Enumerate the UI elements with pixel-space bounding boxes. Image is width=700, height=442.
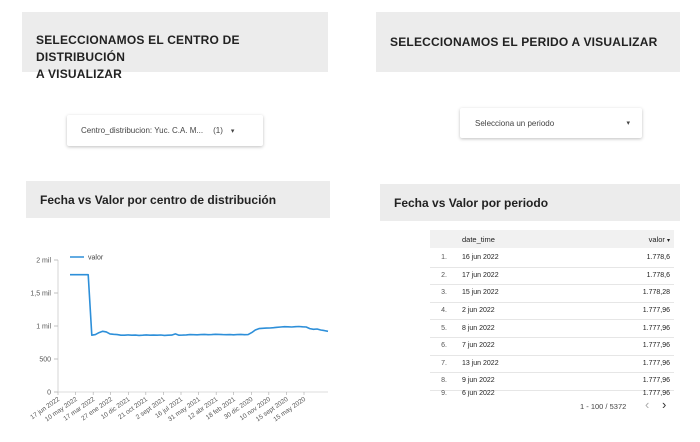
row-date: 8 jun 2022 <box>462 324 495 332</box>
row-value: 1.778,6 <box>646 254 670 262</box>
period-filter[interactable]: Selecciona un periodo ▾ <box>460 108 642 138</box>
row-date: 6 jun 2022 <box>462 389 495 397</box>
row-date: 2 jun 2022 <box>462 307 495 315</box>
row-value: 1.777,96 <box>642 307 670 315</box>
row-index: 7. <box>441 359 447 367</box>
row-index: 6. <box>441 342 447 350</box>
table-row: 9. 6 jun 2022 1.777,96 <box>430 390 674 397</box>
row-value: 1.777,96 <box>642 389 670 397</box>
sort-icon[interactable]: ▾ <box>666 237 670 244</box>
y-tick-label: 1,5 mil <box>30 291 51 298</box>
col-value-header[interactable]: valor <box>648 234 665 244</box>
row-index: 2. <box>441 271 447 279</box>
header-left-line1: SELECCIONAMOS EL CENTRO DE DISTRIBUCIÓN <box>36 33 240 64</box>
table-row: 1. 16 jun 2022 1.778,6 <box>430 249 674 268</box>
prev-page-icon[interactable]: ‹ <box>645 397 650 412</box>
table-row: 5. 8 jun 2022 1.777,96 <box>430 319 674 338</box>
distribution-center-filter[interactable]: Centro_distribucion: Yuc. C.A. M... (1) … <box>67 115 263 146</box>
row-date: 7 jun 2022 <box>462 342 495 350</box>
series-line-valor <box>70 273 329 337</box>
row-value: 1.777,96 <box>642 377 670 385</box>
row-date: 17 jun 2022 <box>462 271 499 279</box>
col-date-header[interactable]: date_time <box>462 234 495 244</box>
row-value: 1.778,28 <box>642 289 670 297</box>
row-value: 1.777,96 <box>642 342 670 350</box>
filter-left-count: (1) <box>213 126 223 135</box>
chart-section-title: Fecha vs Valor por centro de distribució… <box>26 181 330 218</box>
y-tick-label: 500 <box>39 357 51 364</box>
table-row: 2. 17 jun 2022 1.778,6 <box>430 267 674 286</box>
filter-left-label: Centro_distribucion: Yuc. C.A. M... <box>81 126 204 135</box>
table-row: 3. 15 jun 2022 1.778,28 <box>430 284 674 303</box>
row-value: 1.778,6 <box>646 271 670 279</box>
chevron-down-icon: ▾ <box>230 127 235 135</box>
row-index: 3. <box>441 289 447 297</box>
row-index: 9. <box>441 389 447 397</box>
row-value: 1.777,96 <box>642 324 670 332</box>
table-row: 6. 7 jun 2022 1.777,96 <box>430 337 674 356</box>
filter-right-label: Selecciona un periodo <box>475 118 555 128</box>
y-tick-label: 1 mil <box>36 324 51 331</box>
row-date: 13 jun 2022 <box>462 359 499 367</box>
pagination-text: 1 - 100 / 5372 <box>580 402 627 411</box>
row-date: 9 jun 2022 <box>462 377 495 385</box>
legend-label: valor <box>88 255 104 262</box>
row-date: 15 jun 2022 <box>462 289 499 297</box>
y-tick-label: 2 mil <box>36 258 51 265</box>
table-row: 8. 9 jun 2022 1.777,96 <box>430 372 674 391</box>
header-left-title: SELECCIONAMOS EL CENTRO DE DISTRIBUCIÓN … <box>36 32 328 83</box>
table-row: 7. 13 jun 2022 1.777,96 <box>430 355 674 374</box>
row-date: 16 jun 2022 <box>462 254 499 262</box>
row-index: 5. <box>441 324 447 332</box>
chevron-down-icon: ▾ <box>626 120 630 127</box>
header-right-title: SELECCIONAMOS EL PERIDO A VISUALIZAR <box>390 35 658 49</box>
header-left-panel: SELECCIONAMOS EL CENTRO DE DISTRIBUCIÓN … <box>22 12 328 81</box>
row-index: 4. <box>441 307 447 315</box>
row-index: 8. <box>441 377 447 385</box>
y-tick-label: 0 <box>47 390 51 397</box>
row-index: 1. <box>441 254 447 262</box>
row-value: 1.777,96 <box>642 359 670 367</box>
header-left-line2: A VISUALIZAR <box>36 67 122 81</box>
table-section-title: Fecha vs Valor por periodo <box>380 184 680 221</box>
table-row: 4. 2 jun 2022 1.777,96 <box>430 302 674 321</box>
header-right-panel: SELECCIONAMOS EL PERIDO A VISUALIZAR <box>376 12 680 72</box>
next-page-icon[interactable]: › <box>662 397 667 412</box>
table-header: date_time valor ▾ <box>430 230 674 248</box>
